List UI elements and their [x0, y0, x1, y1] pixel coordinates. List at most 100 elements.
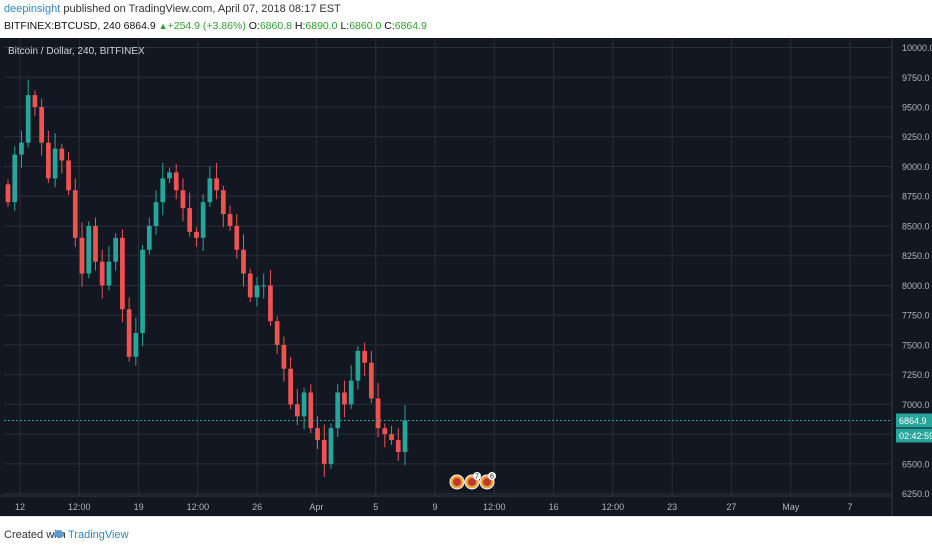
header: deepinsight published on TradingView.com…	[0, 0, 932, 38]
y-tick-label: 8250.0	[902, 251, 930, 261]
candle-body	[19, 142, 24, 155]
y-tick-label: 7000.0	[902, 400, 930, 410]
y-tick-label: 9500.0	[902, 102, 930, 112]
candle-body	[194, 231, 199, 238]
candle-body	[173, 172, 179, 191]
high-label: H:	[294, 20, 306, 32]
countdown-tag	[896, 428, 932, 443]
candle-body	[86, 225, 92, 274]
last-price: 6864.9	[123, 20, 156, 32]
x-tick-label: 19	[134, 502, 144, 512]
candle-body	[321, 440, 327, 464]
y-tick-label: 9250.0	[902, 132, 930, 142]
y-tick-label: 10000.0	[902, 43, 932, 53]
candle-body	[140, 249, 145, 334]
candle-body	[335, 392, 341, 429]
y-tick-label: 6500.0	[902, 459, 930, 469]
candle-body	[268, 285, 273, 322]
candle-body	[342, 392, 347, 405]
event-badge-count-bg	[473, 472, 481, 480]
candle-body	[187, 208, 193, 232]
open-label: O:	[248, 20, 260, 32]
x-tick-label: 12:00	[483, 502, 506, 512]
candle-body	[234, 225, 240, 250]
candle-body	[153, 202, 159, 226]
event-badge-count: 6	[490, 474, 494, 481]
chart-area[interactable]: 10000.0 9750.0 9500.0 9250.0 9000.0 8750.0 850…	[0, 38, 932, 516]
high-value: 6890.0	[305, 20, 338, 32]
candle-body	[254, 285, 260, 298]
candle-body	[32, 95, 38, 107]
candle-body	[120, 237, 125, 310]
candle-body	[39, 106, 44, 143]
y-tick-label: 7250.0	[902, 370, 930, 380]
x-tick-label: 12:00	[68, 502, 91, 512]
candle-body	[46, 142, 51, 179]
close-label: C:	[384, 20, 395, 32]
x-tick-label: 12	[15, 502, 25, 512]
y-tick-label: 8000.0	[902, 281, 930, 291]
candle-body	[93, 225, 98, 262]
open-value: 6860.8	[259, 20, 292, 32]
candle-body	[241, 249, 246, 274]
candle-body	[328, 428, 334, 464]
candle-body	[167, 172, 172, 179]
candle-body	[362, 350, 367, 363]
candle-body	[395, 440, 401, 452]
event-badge: 7	[464, 472, 481, 490]
x-tick-label: 7	[847, 502, 852, 512]
candle-body	[301, 392, 307, 417]
candle-body	[126, 309, 132, 357]
candle-body	[375, 398, 381, 429]
created-with-text: Created with	[4, 529, 66, 541]
candle-body	[106, 261, 112, 286]
candle-body	[207, 178, 213, 203]
footer: Created with TradingView	[0, 516, 932, 551]
event-badge-flag-icon	[468, 478, 476, 486]
x-tick-label: 23	[667, 502, 677, 512]
candle-body	[66, 160, 71, 191]
x-tick-label: 12:00	[187, 502, 210, 512]
candle-body	[402, 420, 408, 452]
published-text: published on TradingView.com, April 07, …	[63, 3, 341, 15]
event-badge-flag-icon	[483, 478, 491, 486]
candle-body	[12, 154, 18, 203]
candlestick-chart[interactable]: 10000.0 9750.0 9500.0 9250.0 9000.0 8750.0 850…	[0, 38, 932, 516]
y-tick-label: 8500.0	[902, 221, 930, 231]
publish-line: deepinsight published on TradingView.com…	[4, 3, 341, 15]
trending-up-icon: ▲	[158, 21, 168, 31]
close-value: 6864.9	[394, 20, 427, 32]
candle-body	[214, 178, 219, 191]
candle-body	[261, 285, 267, 287]
y-tick-label: 7500.0	[902, 340, 930, 350]
candle-body	[5, 184, 11, 203]
candle-body	[348, 380, 354, 405]
publisher-link[interactable]: deepinsight	[4, 3, 61, 15]
y-tick-label: 6250.0	[902, 489, 930, 499]
candle-body	[180, 190, 186, 209]
candle-body	[220, 190, 226, 215]
candle-body	[72, 190, 78, 238]
y-tick-label: 9000.0	[902, 162, 930, 172]
candle-body	[227, 214, 233, 226]
x-tick-label: 5	[373, 502, 378, 512]
candle-body	[315, 428, 320, 441]
symbol-line: BITFINEX:BTCUSD, 240 6864.9 ▲+254.9 (+3.…	[4, 20, 427, 32]
candle-body	[146, 225, 152, 250]
event-badge-count: 7	[475, 474, 479, 481]
countdown-label: 02:42:59	[899, 431, 932, 441]
low-label: L:	[340, 20, 350, 32]
event-badge: 6	[479, 472, 496, 490]
tradingview-logo-icon[interactable]	[52, 528, 66, 540]
candle-body	[382, 428, 388, 435]
candle-body	[200, 202, 206, 238]
candle-body	[113, 237, 119, 262]
y-tick-label: 9750.0	[902, 73, 930, 83]
candle-body	[355, 350, 361, 381]
candle-body	[369, 362, 374, 399]
last-price-label: 6864.9	[899, 416, 927, 426]
event-badge-count-bg	[488, 472, 496, 480]
change-value: +254.9 (+3.86%)	[167, 20, 246, 32]
event-badge	[449, 474, 465, 490]
tradingview-link[interactable]: TradingView	[68, 529, 129, 541]
